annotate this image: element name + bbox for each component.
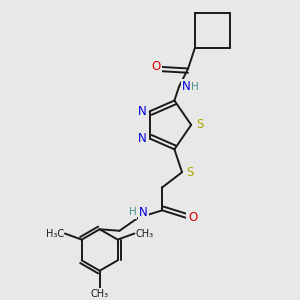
Text: O: O bbox=[152, 60, 161, 73]
Text: H: H bbox=[128, 208, 136, 218]
Text: S: S bbox=[196, 118, 203, 131]
Text: O: O bbox=[188, 212, 197, 224]
Text: N: N bbox=[138, 132, 147, 145]
Text: H: H bbox=[190, 82, 198, 92]
Text: H₃C: H₃C bbox=[46, 229, 64, 238]
Text: N: N bbox=[139, 206, 148, 219]
Text: CH₃: CH₃ bbox=[136, 229, 154, 238]
Text: N: N bbox=[138, 105, 147, 118]
Text: S: S bbox=[187, 166, 194, 179]
Text: N: N bbox=[182, 80, 191, 93]
Text: CH₃: CH₃ bbox=[91, 289, 109, 299]
